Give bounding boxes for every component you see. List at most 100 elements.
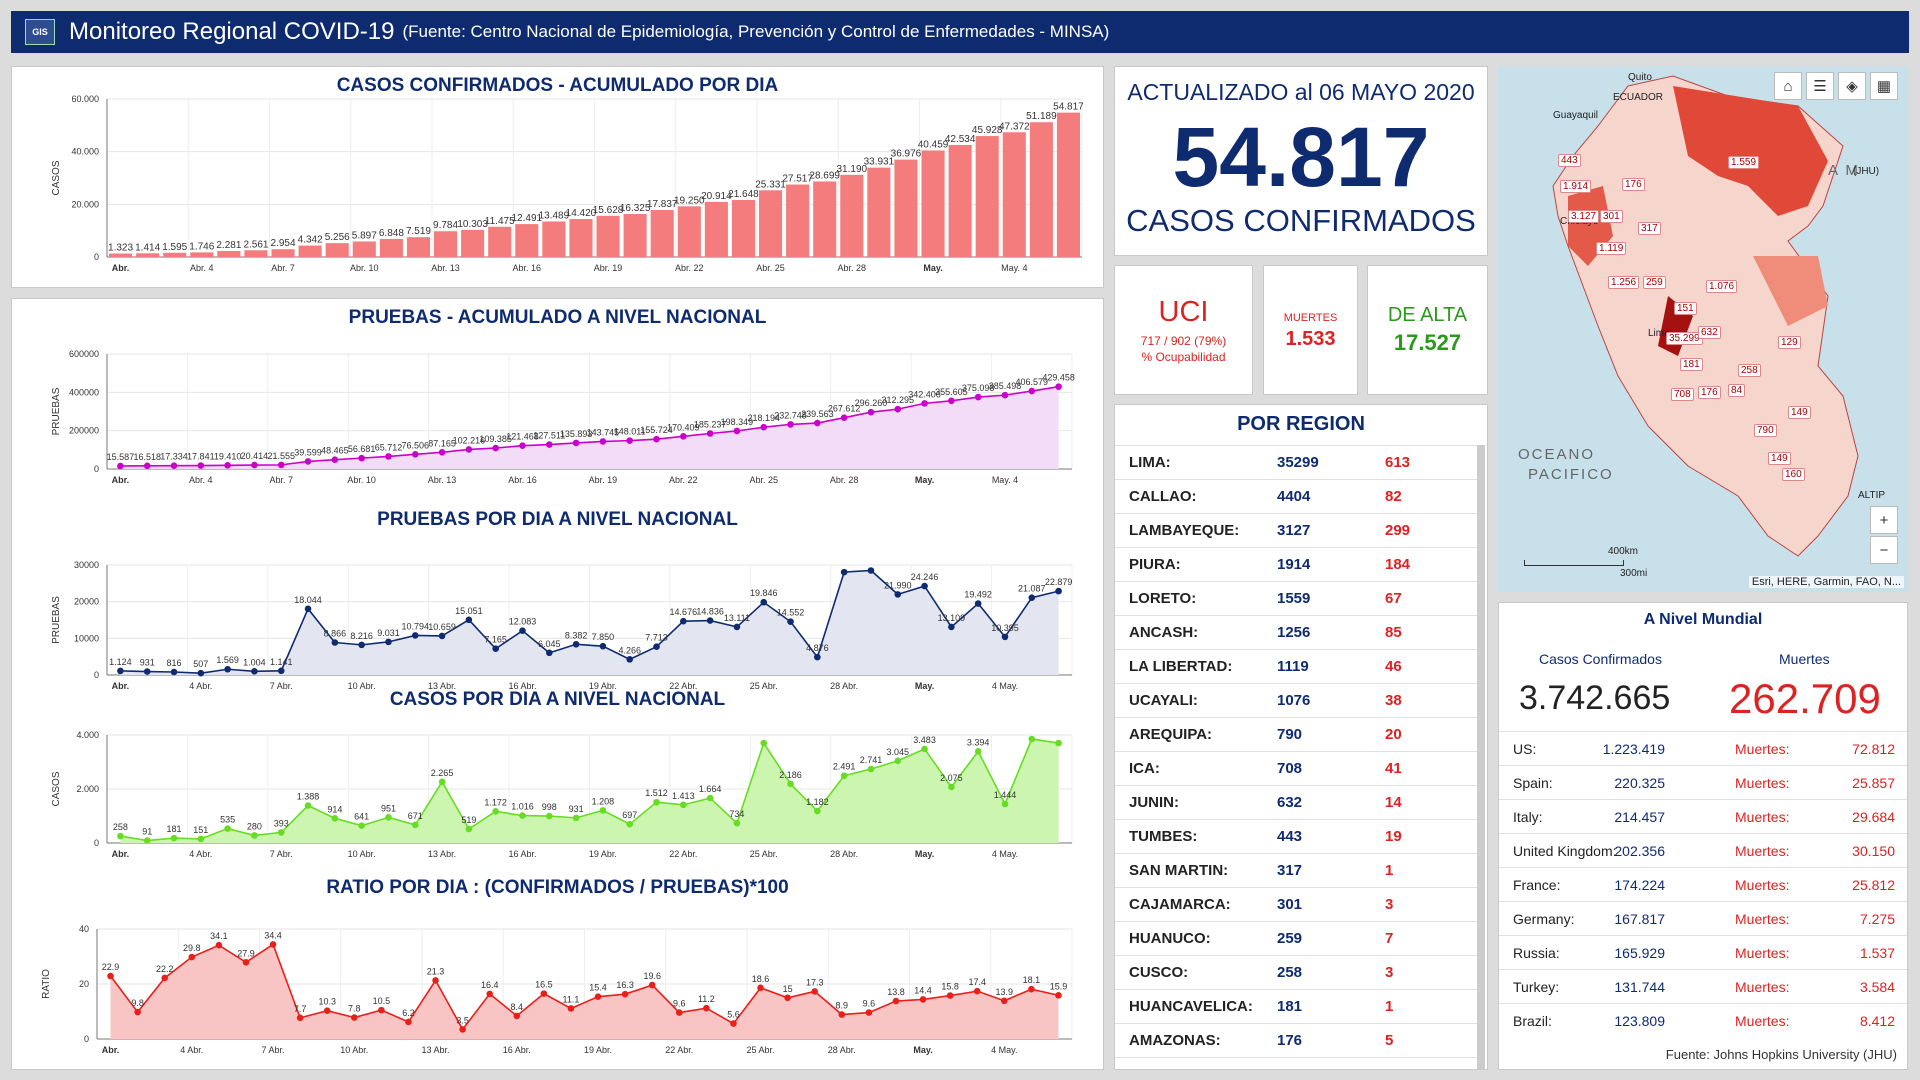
region-row[interactable]: ICA: 708 41 [1115,751,1481,785]
layers-icon[interactable]: ◈ [1838,72,1866,100]
map-case-bubble[interactable]: 176 [1622,178,1645,191]
region-row[interactable]: SAN MARTIN: 317 1 [1115,853,1481,887]
data-point [277,461,285,469]
x-tick-label: 4 May. [991,1045,1017,1055]
country-row[interactable]: Italy: 214.457 Muertes: 29.684 [1499,799,1907,833]
country-row[interactable]: United Kingdom: 202.356 Muertes: 30.150 [1499,833,1907,867]
map-case-bubble[interactable]: 160 [1782,468,1805,481]
region-deaths: 85 [1385,624,1402,641]
map-case-bubble[interactable]: 181 [1680,358,1703,371]
region-row[interactable]: ANCASH: 1256 85 [1115,615,1481,649]
map-case-bubble[interactable]: 1.256 [1608,276,1640,289]
region-cases: 1076 [1277,692,1311,709]
data-point [545,441,553,448]
y-tick-label: 2.000 [76,784,99,794]
region-row[interactable]: AREQUIPA: 790 20 [1115,717,1481,751]
map-case-bubble[interactable]: 632 [1698,326,1721,339]
x-tick-label: Abr. 19 [589,475,618,485]
map-case-bubble[interactable]: 259 [1643,276,1666,289]
zoom-in-button[interactable]: + [1870,506,1898,534]
map-case-bubble[interactable]: 1.914 [1560,180,1592,193]
map-case-bubble[interactable]: 790 [1754,424,1777,437]
x-tick-label: 28 Abr. [828,1045,856,1055]
map-case-bubble[interactable]: 1.119 [1596,242,1627,255]
country-row[interactable]: Russia: 165.929 Muertes: 1.537 [1499,935,1907,969]
data-label: 267.612 [828,404,861,414]
data-label: 1.323 [108,243,133,254]
world-deaths-value: 262.709 [1729,675,1881,722]
peru-map[interactable]: QuitoECUADORGuayaquilChiclayoLimaOCEANOP… [1498,66,1908,592]
region-row[interactable]: AMAZONAS: 176 5 [1115,1023,1481,1057]
map-case-bubble[interactable]: 258 [1738,364,1761,377]
region-row[interactable]: CAJAMARCA: 301 3 [1115,887,1481,921]
app-header: GIS Monitoreo Regional COVID-19 (Fuente:… [11,11,1909,53]
map-case-bubble[interactable]: 1.559 [1728,156,1760,169]
data-point [867,765,875,773]
data-label: 9.6 [673,999,686,1009]
map-case-bubble[interactable]: 129 [1778,336,1801,349]
map-case-bubble[interactable]: 708 [1671,388,1694,401]
country-row[interactable]: Turkey: 131.744 Muertes: 3.584 [1499,969,1907,1003]
region-row[interactable]: AYACUCHO: 176 [1115,1057,1481,1069]
world-title: A Nivel Mundial [1643,611,1763,628]
country-name: Spain: [1513,775,1553,791]
country-row[interactable]: Spain: 220.325 Muertes: 25.857 [1499,765,1907,799]
daily-tests-chart[interactable]: 0 10000 20000 30000 PRUEBAS Abr. 4 Abr. 7 Abr. 1… [12,535,1105,700]
map-case-bubble[interactable]: 443 [1558,154,1581,167]
region-list-scrollbar[interactable] [1477,445,1485,1069]
country-name: Germany: [1513,911,1575,927]
country-row[interactable]: France: 174.224 Muertes: 25.812 [1499,867,1907,901]
map-case-bubble[interactable]: 84 [1728,384,1746,397]
region-deaths: 1 [1385,862,1394,879]
data-point [599,438,607,445]
data-label: 15.8 [941,982,959,992]
x-tick-label: 16 Abr. [503,1045,531,1055]
country-deaths-label: Muertes: [1735,979,1790,995]
region-row[interactable]: LAMBAYEQUE: 3127 299 [1115,513,1481,547]
data-point [703,1004,710,1012]
country-row[interactable]: US: 1.223.419 Muertes: 72.812 [1499,731,1907,765]
region-row[interactable]: PIURA: 1914 184 [1115,547,1481,581]
region-row[interactable]: LIMA: 35299 613 [1115,445,1481,479]
basemap-icon[interactable]: ▦ [1870,72,1898,100]
region-row[interactable]: HUANUCO: 259 7 [1115,921,1481,955]
country-row[interactable]: Germany: 167.817 Muertes: 7.275 [1499,901,1907,935]
map-case-bubble[interactable]: 151 [1674,302,1697,315]
map-case-bubble[interactable]: 149 [1768,452,1791,465]
map-case-bubble[interactable]: 317 [1638,222,1661,235]
region-row[interactable]: CUSCO: 258 3 [1115,955,1481,989]
data-point [1001,391,1009,399]
data-label: 5.897 [352,230,377,241]
ratio-chart[interactable]: 0 20 40 RATIO Abr. 4 Abr. 7 Abr. 10 Abr. 13 Abr.… [12,899,1105,1069]
data-label: 3.394 [967,737,990,747]
region-deaths: 3 [1385,896,1394,913]
country-row[interactable]: Brazil: 123.809 Muertes: 8.412 [1499,1003,1907,1037]
cumulative-cases-chart[interactable]: 0 20.000 40.000 60.000 CASOS Abr. Abr. 4 Abr. 7… [12,67,1105,289]
map-case-bubble[interactable]: 176 [1698,386,1721,399]
region-row[interactable]: CALLAO: 4404 82 [1115,479,1481,513]
data-label: 14.836 [696,607,724,617]
cumulative-tests-chart[interactable]: 0 200000 400000 600000 PRUEBAS Abr. Abr. 4 Abr.… [12,329,1105,509]
region-row[interactable]: TUMBES: 443 19 [1115,819,1481,853]
map-case-bubble[interactable]: 149 [1788,406,1811,419]
map-case-bubble[interactable]: 3.127 [1568,210,1600,223]
region-row[interactable]: HUANCAVELICA: 181 1 [1115,989,1481,1023]
home-icon[interactable]: ⌂ [1774,72,1802,100]
map-case-bubble[interactable]: 301 [1600,210,1623,223]
data-label: 17.334 [160,452,188,462]
data-label: 312.295 [881,395,914,405]
map-case-bubble[interactable]: 1.076 [1706,280,1738,293]
data-label: 1.182 [806,797,829,807]
region-row[interactable]: LA LIBERTAD: 1119 46 [1115,649,1481,683]
daily-cases-chart[interactable]: 0 2.000 4.000 CASOS Abr. 4 Abr. 7 Abr. 10 Abr. 1… [12,715,1105,880]
data-label: 14.552 [777,608,805,618]
list-icon[interactable]: ☰ [1806,72,1834,100]
bar [894,159,918,257]
data-point [626,656,634,663]
region-row[interactable]: JUNIN: 632 14 [1115,785,1481,819]
y-tick-label: 600000 [69,349,99,359]
region-row[interactable]: LORETO: 1559 67 [1115,581,1481,615]
zoom-out-button[interactable]: − [1870,536,1898,564]
region-row[interactable]: UCAYALI: 1076 38 [1115,683,1481,717]
x-tick-label: 10 Abr. [348,681,376,691]
